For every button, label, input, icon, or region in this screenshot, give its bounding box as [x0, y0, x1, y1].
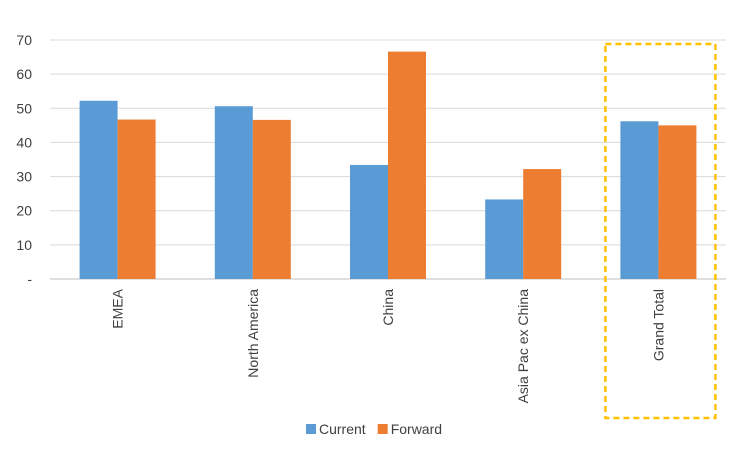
x-category-label: North America — [245, 289, 261, 378]
y-tick-label: - — [27, 271, 32, 287]
bar-current-north-america — [214, 106, 253, 279]
bar-current-asia-pac-ex-china — [485, 199, 524, 279]
y-tick-label: 20 — [16, 203, 32, 219]
y-tick-label: 50 — [16, 100, 32, 116]
x-category-label: Grand Total — [650, 289, 666, 361]
y-tick-label: 30 — [16, 169, 32, 185]
bars — [79, 51, 697, 280]
bar-forward-china — [388, 51, 426, 280]
x-category-label: Asia Pac ex China — [515, 289, 531, 404]
legend-swatch-forward — [377, 424, 388, 434]
legend-swatch-current — [306, 424, 316, 434]
y-tick-label: 10 — [16, 237, 32, 253]
bar-current-grand-total — [620, 121, 659, 279]
highlight-box-rect — [604, 42, 717, 420]
highlight-box — [604, 42, 717, 420]
bar-current-emea — [79, 100, 118, 279]
legend-label-current: Current — [319, 421, 366, 437]
bar-forward-north-america — [252, 119, 291, 279]
bar-forward-asia-pac-ex-china — [523, 169, 562, 279]
bar-forward-emea — [117, 119, 156, 279]
legend: Current Forward — [306, 421, 442, 437]
y-tick-label: 70 — [16, 32, 32, 48]
bar-current-china — [350, 164, 388, 279]
y-tick-label: 60 — [16, 66, 32, 82]
y-axis-ticks: - 10 20 30 40 50 60 70 — [16, 32, 32, 287]
x-category-label: China — [380, 289, 396, 326]
x-category-label: EMEA — [110, 288, 126, 328]
y-tick-label: 40 — [16, 134, 32, 150]
x-axis-category-labels: EMEA North America China Asia Pac ex China G… — [110, 288, 667, 403]
bar-forward-grand-total — [658, 125, 697, 279]
legend-label-forward: Forward — [391, 421, 442, 437]
